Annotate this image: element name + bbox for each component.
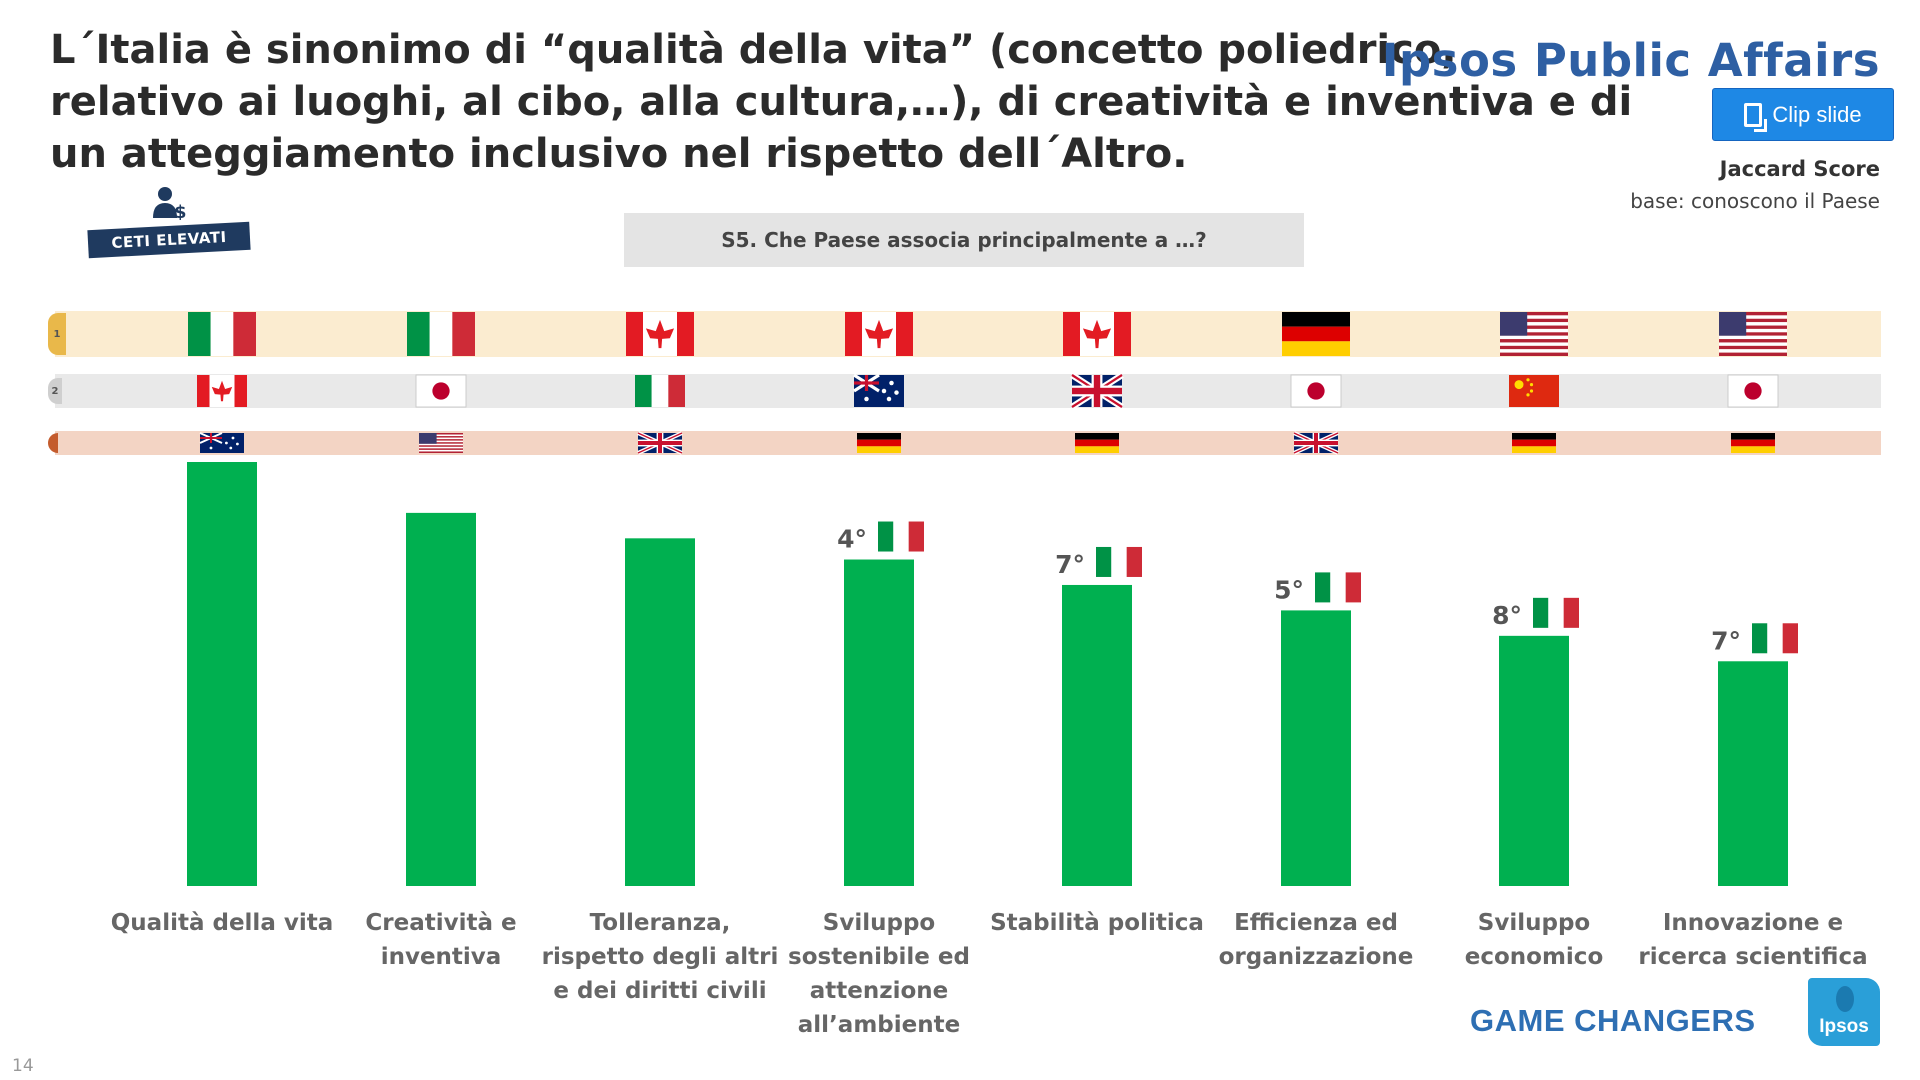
- logo-text: Ipsos: [1819, 1016, 1869, 1037]
- germany-flag: [857, 433, 901, 453]
- bar: [1718, 661, 1788, 886]
- italy-flag: [188, 312, 256, 356]
- bar: [187, 462, 257, 886]
- score-label: Jaccard Score: [1719, 157, 1880, 181]
- uk-flag: [1293, 431, 1339, 455]
- bar: [1499, 635, 1569, 886]
- rank-tab-2: 2: [48, 378, 62, 404]
- usa-flag: [1719, 312, 1787, 356]
- canada-flag: [845, 312, 913, 356]
- category-label: Sviluppo economico: [1465, 910, 1604, 970]
- germany-flag: [1075, 433, 1119, 453]
- base-label: base: conoscono il Paese: [1630, 189, 1880, 213]
- category-label: Creatività e inventiva: [365, 910, 516, 970]
- japan-flag: [1727, 374, 1779, 408]
- canada-flag: [197, 375, 247, 407]
- italy-rank-label: 5°: [1274, 575, 1304, 604]
- rank-tab-3: [48, 433, 58, 453]
- italy-flag: [635, 375, 685, 407]
- japan-flag: [415, 374, 467, 408]
- japan-flag: [1290, 374, 1342, 408]
- clip-icon: [1744, 102, 1768, 132]
- italy-flag: [1315, 572, 1361, 603]
- user-money-icon: $: [153, 187, 187, 220]
- svg-text:$: $: [174, 202, 187, 220]
- category-label: Innovazione e ricerca scientifica: [1638, 910, 1867, 970]
- italy-rank-label: 4°: [837, 525, 867, 554]
- rank-tab-1: 1: [48, 313, 66, 355]
- uk-flag: [637, 431, 683, 455]
- usa-flag: [1500, 312, 1568, 356]
- category-label: Efficienza ed organizzazione: [1219, 910, 1414, 970]
- italy-flag: [1096, 546, 1142, 577]
- italy-flag: [1752, 623, 1798, 654]
- category-label: Stabilità politica: [990, 910, 1204, 936]
- page-number: 14: [12, 1056, 34, 1076]
- rank-band-1: [55, 311, 1881, 357]
- clip-slide-label: Clip slide: [1772, 101, 1862, 127]
- italy-rank-label: 7°: [1055, 550, 1085, 579]
- category-label: Tolleranza, rispetto degli altri e dei dir…: [542, 910, 779, 1004]
- italy-rank-label: 8°: [1492, 601, 1522, 630]
- china-flag: [1509, 375, 1559, 407]
- bar: [1062, 584, 1132, 886]
- italy-rank-label: 7°: [1711, 626, 1741, 655]
- title-line-1: L´Italia è sinonimo di “qualità della vi…: [50, 27, 1457, 73]
- brand-title: Ipsos Public Affairs: [1381, 34, 1880, 87]
- category-label: Sviluppo sostenibile ed attenzione all’ambi…: [788, 910, 970, 1038]
- ipsos-logo: Ipsos: [1808, 978, 1880, 1046]
- canada-flag: [626, 312, 694, 356]
- bar: [1281, 610, 1351, 886]
- question-box: S5. Che Paese associa principalmente a ……: [624, 213, 1304, 267]
- rank-band-2: [55, 374, 1881, 408]
- category-label: Qualità della vita: [111, 910, 334, 936]
- clip-slide-button[interactable]: Clip slide: [1712, 88, 1894, 141]
- australia-flag: [199, 432, 244, 453]
- italy-flag: [1533, 597, 1579, 628]
- rank-band-3: [55, 431, 1881, 455]
- bar: [406, 512, 476, 886]
- page-title: L´Italia è sinonimo di “qualità della vi…: [50, 24, 1633, 180]
- title-line-3: un atteggiamento inclusivo nel rispetto …: [50, 131, 1188, 177]
- bar: [625, 538, 695, 886]
- germany-flag: [1282, 312, 1350, 356]
- germany-flag: [1731, 433, 1775, 453]
- uk-flag: [1070, 372, 1124, 410]
- bar: [844, 559, 914, 886]
- australia-flag: [853, 373, 904, 407]
- segment-badge-group: $ CETI ELEVATI: [86, 186, 256, 259]
- usa-flag: [419, 433, 463, 453]
- title-line-2: relativo ai luoghi, al cibo, alla cultur…: [50, 79, 1633, 125]
- canada-flag: [1063, 312, 1131, 356]
- germany-flag: [1512, 433, 1556, 453]
- italy-flag: [878, 521, 924, 552]
- italy-flag: [407, 312, 475, 356]
- tagline: GAME CHANGERS: [1470, 1003, 1756, 1038]
